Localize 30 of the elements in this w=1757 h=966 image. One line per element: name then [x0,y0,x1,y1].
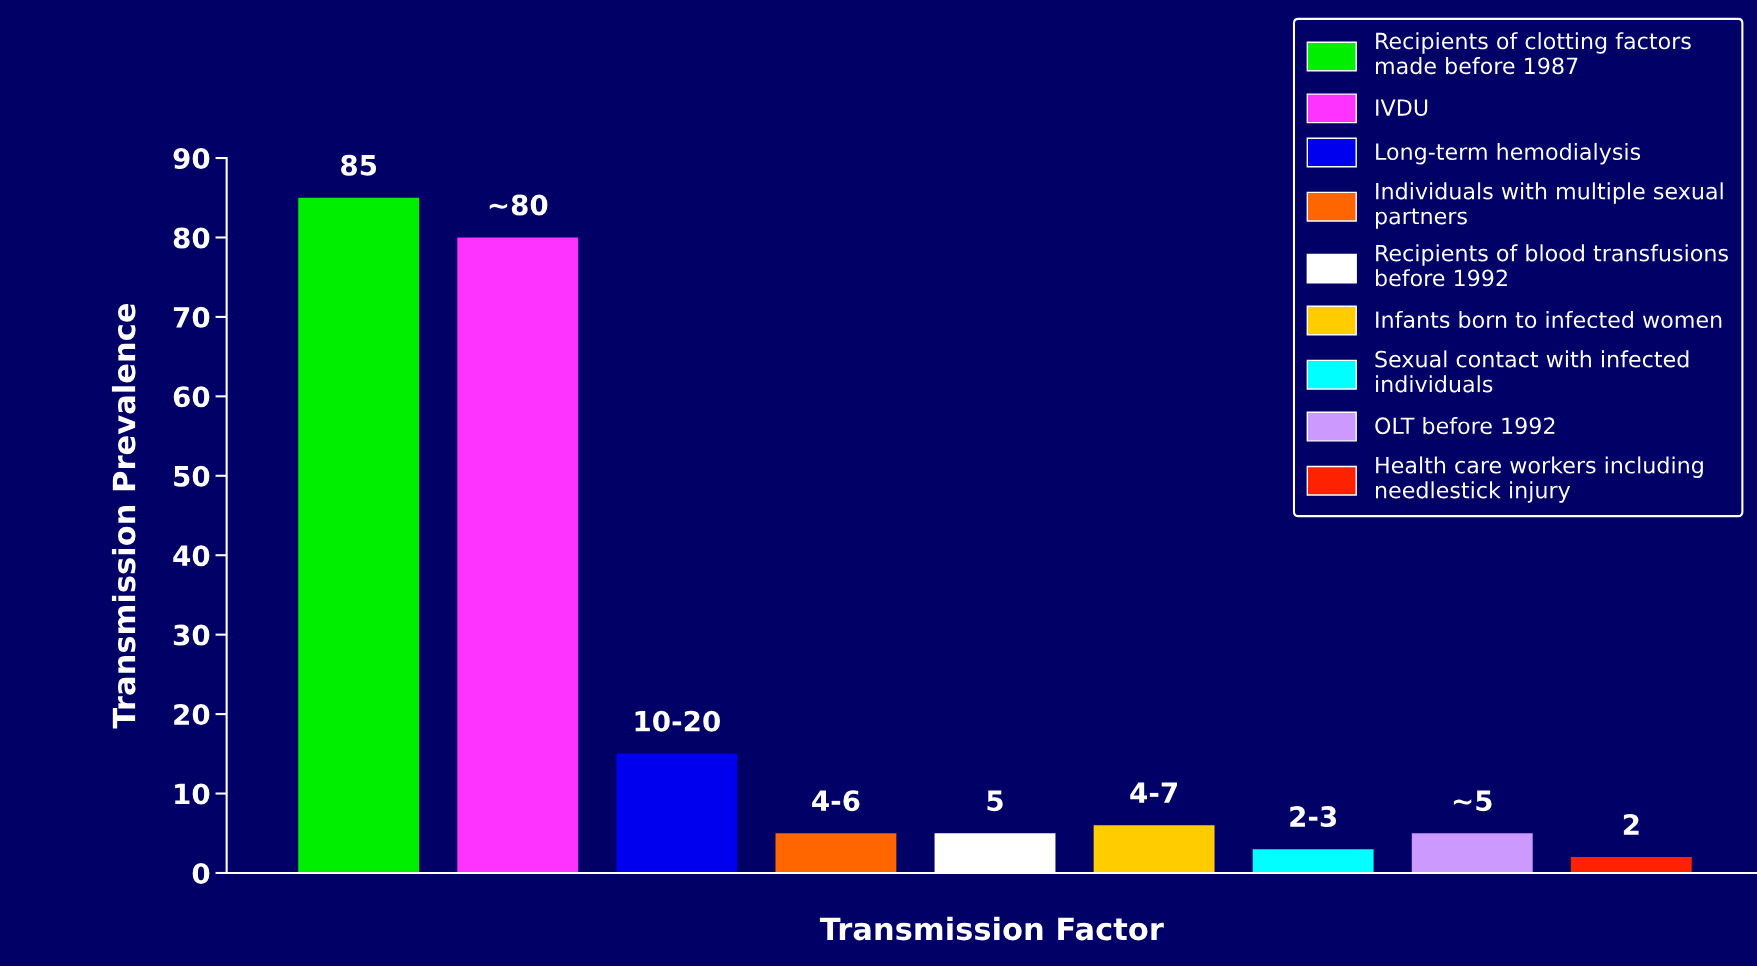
y-tick-label: 50 [174,465,210,487]
legend-label: Long-term hemodialysis [1376,142,1641,165]
y-tick-label: 40 [173,545,210,567]
data-label: 10-20 [635,710,720,732]
legend-label: Recipients of blood transfusions before 1992 [1376,244,1728,287]
y-tick-label: 10 [175,783,210,805]
x-axis-title: Transmission Factor [819,916,1164,941]
legend-label: Health care workers including needlestick injury [1376,456,1703,503]
y-tick-label: 90 [173,147,210,169]
data-label: ~5 [1453,790,1492,812]
data-label: 5 [987,790,1003,812]
data-label: 4-6 [812,790,860,812]
legend-label: Individuals with multiple sexual partners [1376,182,1723,229]
y-axis-title: Transmission Prevalence [111,303,136,729]
y-tick-label: 60 [173,386,210,408]
y-tick-label: 0 [192,862,210,884]
y-tick-label: 70 [173,306,210,328]
legend-label: OLT before 1992 [1375,416,1555,435]
legend-label: Sexual contact with infected individuals [1375,350,1689,393]
data-label: 85 [341,154,377,176]
data-label: ~80 [489,194,548,216]
y-tick-label: 80 [173,227,210,249]
data-label: 2-3 [1290,806,1337,828]
data-label: 4-7 [1130,782,1177,803]
data-label: 2 [1623,814,1639,835]
legend-label: IVDU [1376,99,1428,116]
y-tick-label: 30 [173,624,210,646]
legend-label: Infants born to infected women [1376,310,1722,329]
legend-label: Recipients of clotting factors made before 1987 [1376,32,1691,75]
y-tick-label: 20 [174,704,210,726]
